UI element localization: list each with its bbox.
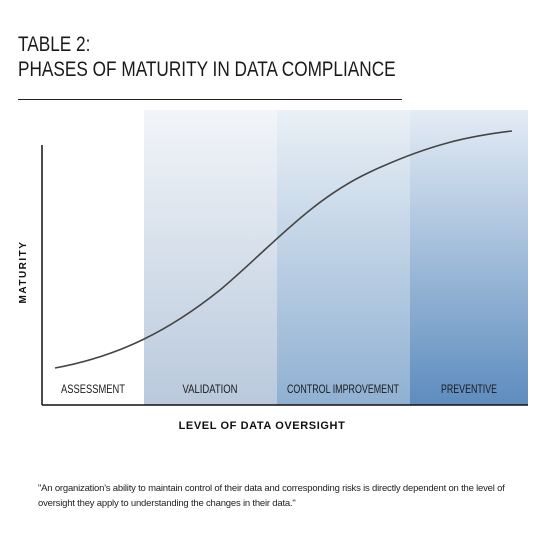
x-axis-label: LEVEL OF DATA OVERSIGHT: [179, 420, 346, 432]
maturity-diagram: ASSESSMENT VALIDATION CONTROL IMPROVEMEN…: [18, 110, 528, 432]
y-axis-label: MATURITY: [18, 241, 29, 304]
title-divider: [18, 99, 402, 100]
phase-label-validation: VALIDATION: [183, 384, 238, 396]
footnote-quote: "An organization's ability to maintain c…: [38, 483, 505, 509]
phase-band-assessment: [42, 110, 144, 405]
phase-band-validation: [144, 110, 277, 405]
page-title: PHASES OF MATURITY IN DATA COMPLIANCE: [18, 58, 396, 81]
phase-band-control-improvement: [277, 110, 410, 405]
phase-label-control-improvement: CONTROL IMPROVEMENT: [287, 384, 399, 396]
title-block: TABLE 2: PHASES OF MATURITY IN DATA COMP…: [18, 32, 418, 82]
phase-band-preventive: [410, 110, 528, 405]
table-number: TABLE 2:: [18, 33, 91, 56]
maturity-curve: [54, 130, 513, 369]
phase-label-assessment: ASSESSMENT: [61, 384, 125, 396]
phase-label-preventive: PREVENTIVE: [441, 384, 497, 396]
